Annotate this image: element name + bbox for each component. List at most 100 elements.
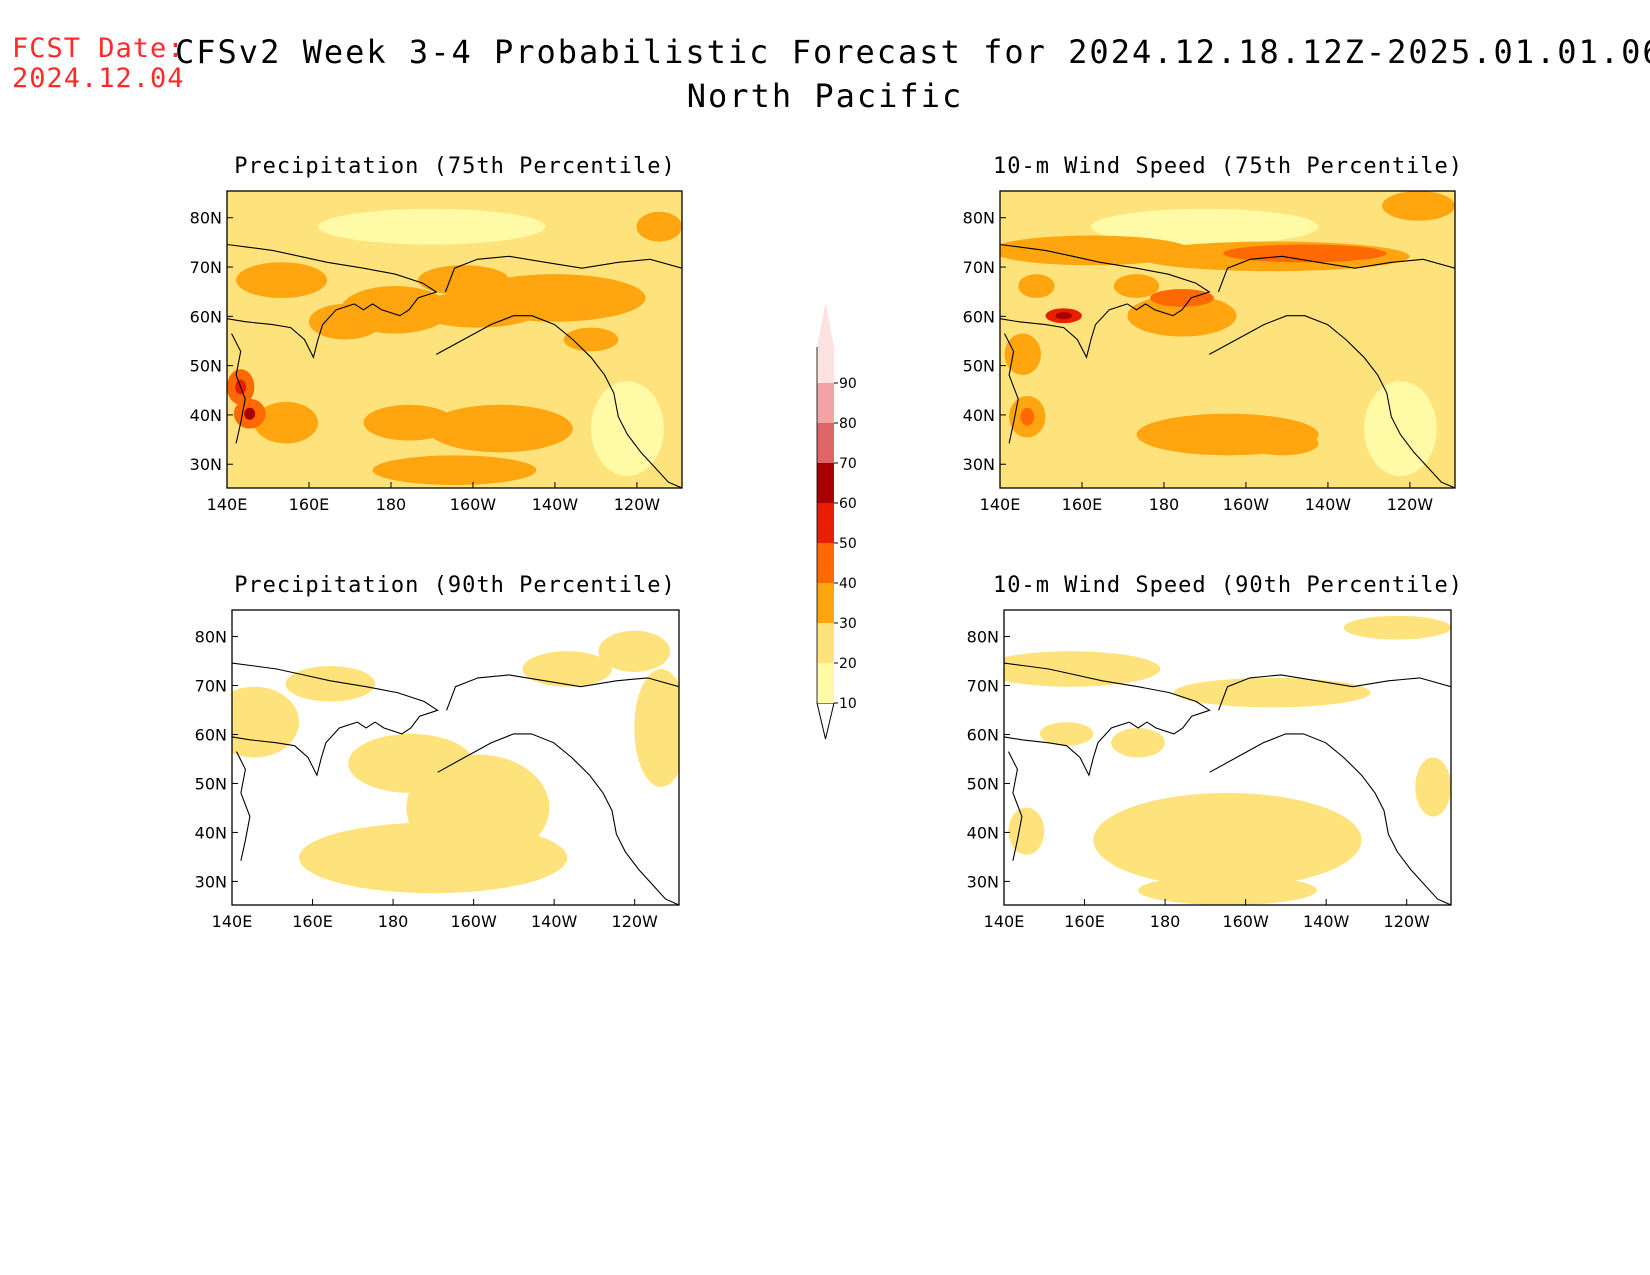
probability-contour — [299, 822, 568, 894]
probability-contour — [598, 630, 671, 672]
lon-tick-label: 180 — [1149, 495, 1180, 514]
lat-tick-label: 30N — [195, 872, 227, 891]
probability-contour — [1415, 757, 1451, 817]
probability-contour — [308, 303, 382, 340]
lat-tick-label: 70N — [195, 677, 227, 696]
lat-tick-label: 40N — [967, 823, 999, 842]
map-frame — [1003, 609, 1452, 906]
panel-title: Precipitation (75th Percentile) — [234, 154, 676, 179]
colorbar-segment — [817, 383, 834, 423]
lat-tick-label: 60N — [190, 307, 222, 326]
lon-tick-label: 140W — [1305, 495, 1352, 514]
lat-tick-label: 60N — [967, 725, 999, 744]
lon-tick-label: 160E — [289, 495, 330, 514]
lon-tick-label: 180 — [376, 495, 407, 514]
probability-contour — [236, 262, 328, 298]
probability-contour — [1173, 677, 1371, 708]
forecast-date: FCST Date: 2024.12.04 — [12, 34, 185, 94]
probability-contour — [1113, 274, 1160, 298]
colorbar-label: 50 — [839, 536, 857, 552]
colorbar-segment — [817, 423, 834, 463]
lon-tick-label: 140E — [212, 912, 253, 931]
lat-tick-label: 80N — [967, 628, 999, 647]
lat-tick-label: 50N — [967, 774, 999, 793]
panel-title: Precipitation (90th Percentile) — [234, 573, 676, 598]
lon-tick-label: 160W — [1222, 912, 1269, 931]
probability-contour — [418, 265, 510, 295]
main-title: CFSv2 Week 3-4 Probabilistic Forecast fo… — [175, 33, 1650, 71]
probability-contour — [636, 211, 682, 242]
lon-tick-label: 140E — [207, 495, 248, 514]
region-title: North Pacific — [686, 77, 964, 115]
lon-tick-label: 120W — [1384, 912, 1431, 931]
lon-tick-label: 120W — [612, 912, 659, 931]
forecast-date-value: 2024.12.04 — [12, 63, 185, 94]
colorbar: 10 20 30 40 50 60 70 80 90 — [816, 303, 857, 740]
probability-contour — [1018, 274, 1055, 298]
lat-tick-label: 80N — [963, 209, 995, 228]
probability-contour — [427, 404, 573, 453]
colorbar-segment — [817, 503, 834, 543]
probability-contour — [232, 686, 300, 758]
lon-tick-label: 140W — [1303, 912, 1350, 931]
lat-tick-label: 70N — [967, 677, 999, 696]
map-panel-wind90: 10-m Wind Speed (90th Percentile) 140E 160… — [967, 573, 1462, 931]
lon-tick-label: 160W — [1223, 495, 1270, 514]
probability-contour — [1055, 312, 1072, 320]
lon-tick-label: 160W — [450, 912, 497, 931]
lon-tick-label: 140E — [984, 912, 1025, 931]
map-panel-precip75: Precipitation (75th Percentile) 140E 160E 1… — [190, 154, 683, 514]
lat-tick-label: 80N — [190, 209, 222, 228]
colorbar-label: 40 — [839, 576, 857, 592]
probability-contour — [563, 327, 619, 352]
lat-tick-label: 60N — [963, 307, 995, 326]
lat-tick-label: 60N — [195, 725, 227, 744]
map-panel-precip90: Precipitation (90th Percentile) 140E 160E 1… — [195, 573, 680, 931]
probability-contour — [1008, 807, 1045, 855]
lon-tick-label: 160E — [1062, 495, 1103, 514]
probability-contour — [1039, 722, 1094, 746]
lon-tick-label: 140W — [532, 495, 579, 514]
panel-title: 10-m Wind Speed (75th Percentile) — [993, 154, 1463, 179]
probability-contour — [372, 455, 537, 486]
colorbar-segment — [817, 463, 834, 503]
lat-tick-label: 50N — [195, 774, 227, 793]
probability-contour — [1245, 431, 1319, 456]
probability-contour — [254, 401, 318, 444]
probability-contour — [1138, 875, 1317, 905]
colorbar-segment — [817, 583, 834, 623]
colorbar-label: 20 — [839, 656, 857, 672]
lat-tick-label: 80N — [195, 628, 227, 647]
map-panel-wind75: 10-m Wind Speed (75th Percentile) 140E 160… — [963, 154, 1463, 514]
lat-tick-label: 50N — [190, 357, 222, 376]
probability-contour — [1127, 294, 1237, 337]
colorbar-segment — [817, 303, 834, 383]
lat-tick-label: 40N — [963, 406, 995, 425]
colorbar-label: 80 — [839, 416, 857, 432]
probability-contour — [1020, 407, 1035, 426]
lon-tick-label: 160E — [292, 912, 333, 931]
lat-tick-label: 70N — [963, 258, 995, 277]
probability-contour — [285, 666, 376, 702]
colorbar-segment — [817, 663, 834, 703]
forecast-date-label: FCST Date: — [12, 33, 185, 64]
lon-tick-label: 140E — [980, 495, 1021, 514]
map-frame — [231, 609, 680, 906]
probability-contour — [463, 274, 646, 322]
colorbar-label: 90 — [839, 376, 857, 392]
probability-contour — [244, 407, 256, 420]
probability-contour — [634, 669, 679, 787]
probability-contour — [1004, 651, 1161, 687]
lon-tick-label: 180 — [1150, 912, 1181, 931]
colorbar-label: 60 — [839, 496, 857, 512]
colorbar-label: 70 — [839, 456, 857, 472]
lat-tick-label: 40N — [195, 823, 227, 842]
colorbar-segment — [817, 543, 834, 583]
map-frame — [999, 190, 1456, 489]
probability-contour — [1150, 289, 1214, 307]
colorbar-label: 10 — [839, 696, 857, 712]
lat-tick-label: 30N — [967, 872, 999, 891]
lon-tick-label: 180 — [378, 912, 409, 931]
probability-contour — [1382, 191, 1455, 221]
